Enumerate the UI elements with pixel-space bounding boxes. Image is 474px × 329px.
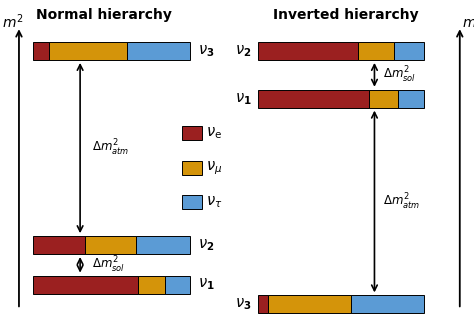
Bar — [33, 276, 138, 293]
Bar — [258, 89, 370, 108]
Text: $\Delta m^2_{atm}$: $\Delta m^2_{atm}$ — [92, 138, 129, 158]
Text: $\nu_\mu$: $\nu_\mu$ — [206, 159, 222, 177]
Bar — [351, 295, 424, 313]
Bar — [394, 42, 424, 60]
Bar — [182, 126, 202, 140]
Text: $\Delta m^2_{sol}$: $\Delta m^2_{sol}$ — [383, 65, 416, 85]
Text: $m^2$: $m^2$ — [2, 12, 24, 31]
Bar — [398, 89, 424, 108]
Bar — [33, 42, 49, 60]
Text: Inverted hierarchy: Inverted hierarchy — [273, 8, 419, 22]
Text: $\nu_{\mathbf{1}}$: $\nu_{\mathbf{1}}$ — [235, 91, 251, 107]
Text: Normal hierarchy: Normal hierarchy — [36, 8, 172, 22]
Bar — [258, 295, 268, 313]
Text: $\nu_\mathrm{e}$: $\nu_\mathrm{e}$ — [206, 125, 222, 141]
Text: $\Delta m^2_{atm}$: $\Delta m^2_{atm}$ — [383, 191, 420, 212]
Bar — [49, 42, 127, 60]
Bar — [164, 276, 190, 293]
Bar — [182, 195, 202, 209]
Bar — [33, 236, 85, 254]
Text: $\Delta m^2_{sol}$: $\Delta m^2_{sol}$ — [92, 255, 125, 275]
Bar — [370, 89, 398, 108]
Bar — [182, 161, 202, 175]
Text: $\nu_{\mathbf{2}}$: $\nu_{\mathbf{2}}$ — [198, 237, 214, 253]
Bar — [268, 295, 351, 313]
Bar — [127, 42, 190, 60]
Bar — [358, 42, 394, 60]
Text: $m^2$: $m^2$ — [462, 12, 474, 31]
Text: $\nu_{\mathbf{2}}$: $\nu_{\mathbf{2}}$ — [235, 43, 251, 59]
Text: $\nu_{\mathbf{1}}$: $\nu_{\mathbf{1}}$ — [198, 277, 215, 292]
Text: $\nu_{\mathbf{3}}$: $\nu_{\mathbf{3}}$ — [235, 296, 251, 312]
Text: $\nu_\tau$: $\nu_\tau$ — [206, 194, 223, 210]
Bar — [258, 42, 358, 60]
Bar — [137, 236, 190, 254]
Bar — [85, 236, 137, 254]
Bar — [138, 276, 164, 293]
Text: $\nu_{\mathbf{3}}$: $\nu_{\mathbf{3}}$ — [198, 43, 215, 59]
